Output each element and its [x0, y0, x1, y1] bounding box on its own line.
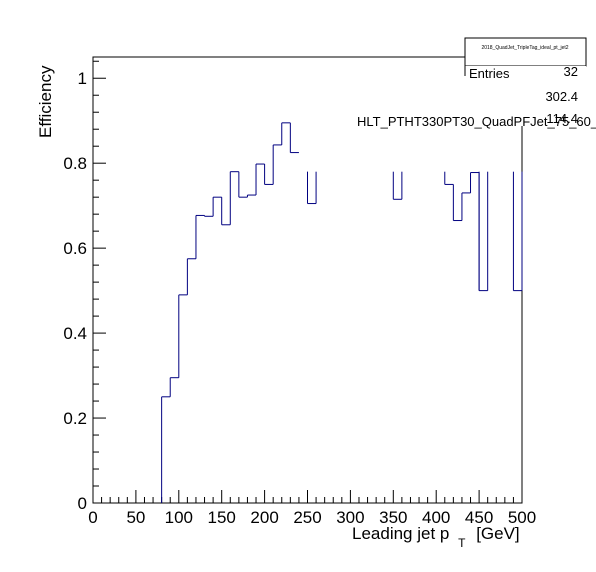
x-axis-ticks — [92, 490, 523, 503]
y-tick-label: 0 — [78, 494, 87, 513]
y-tick-label: 0.8 — [63, 154, 87, 173]
y-axis-title: Efficiency — [36, 65, 55, 138]
stats-entries-label: Entries — [469, 66, 510, 81]
y-tick-label: 0.2 — [63, 409, 87, 428]
x-tick-label: 400 — [422, 508, 450, 527]
x-tick-label: 500 — [508, 508, 536, 527]
stats-box-frame — [464, 37, 587, 67]
x-tick-label: 450 — [465, 508, 493, 527]
y-axis-ticks — [93, 60, 106, 504]
x-axis-title: Leading jet p T [GeV] — [352, 524, 520, 551]
x-tick-label: 350 — [379, 508, 407, 527]
efficiency-histogram — [161, 122, 523, 503]
x-tick-label: 300 — [336, 508, 364, 527]
y-axis-tick-labels: 0 0.2 0.4 0.6 0.8 1 — [63, 69, 87, 513]
trigger-label: HLT_PTHT330PT30_QuadPFJet_75_60_ — [357, 114, 596, 129]
y-tick-label: 0.4 — [63, 324, 87, 343]
x-axis-title-sub: T — [458, 536, 466, 550]
stats-box-lower — [465, 66, 586, 126]
x-tick-label: 100 — [165, 508, 193, 527]
x-tick-label: 250 — [293, 508, 321, 527]
x-axis-title-unit: [GeV] — [476, 524, 519, 543]
stats-mean-value: 302.4 — [545, 89, 578, 104]
x-tick-label: 200 — [250, 508, 278, 527]
x-tick-label: 150 — [208, 508, 236, 527]
y-tick-label: 0.6 — [63, 239, 87, 258]
stats-stddev-value: 114.4 — [546, 111, 578, 126]
stats-entries-value: 32 — [564, 64, 578, 79]
stats-box-title: 2018_QuadJet_TripleTag_ideal_pt_jet2 — [481, 45, 568, 51]
x-tick-label: 50 — [126, 508, 145, 527]
x-axis-tick-labels: 0 50 100 150 200 250 300 350 400 450 500 — [88, 508, 536, 527]
x-axis-title-main: Leading jet p — [352, 524, 449, 543]
x-tick-label: 0 — [88, 508, 97, 527]
y-tick-label: 1 — [78, 69, 87, 88]
stats-box: 2018_QuadJet_TripleTag_ideal_pt_jet2 Ent… — [464, 37, 587, 126]
